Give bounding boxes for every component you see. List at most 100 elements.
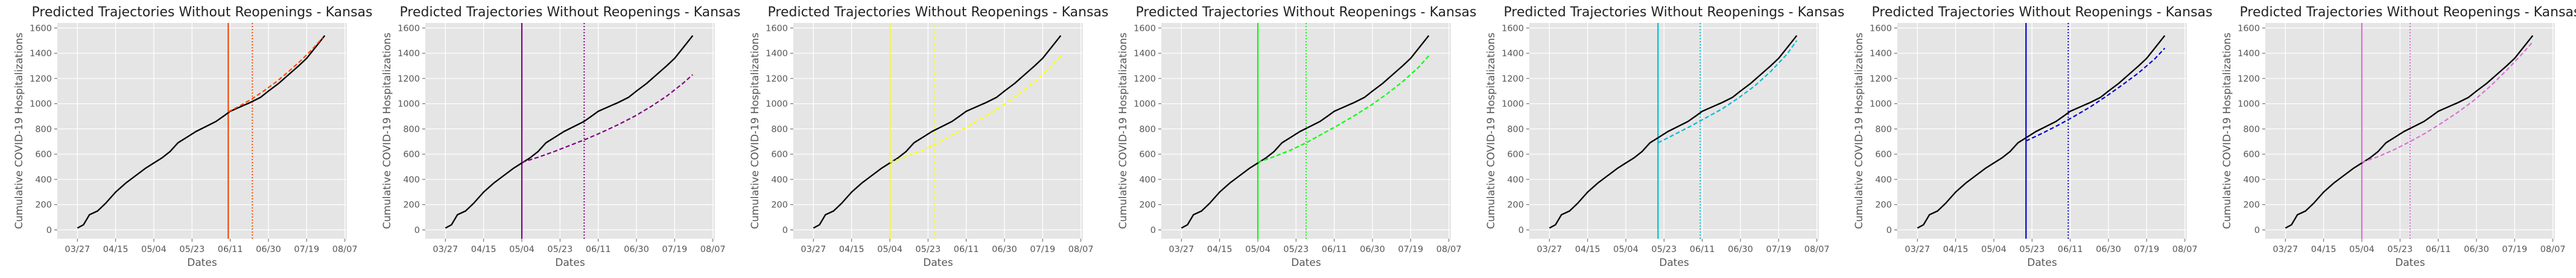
y-tick-label: 600: [35, 150, 52, 160]
x-tick-label: 06/30: [624, 245, 649, 254]
y-tick-label: 600: [1875, 150, 1892, 160]
x-axis-label: Dates: [1659, 257, 1689, 269]
y-axis-label: Cumulative COVID-19 Hospitalizations: [2221, 33, 2233, 229]
y-tick-label: 1200: [1870, 74, 1892, 84]
x-tick-label: 05/04: [1245, 245, 1271, 254]
y-tick-label: 1400: [766, 49, 788, 59]
y-tick-label: 1400: [1502, 49, 1524, 59]
chart-panel-7: 0 200 400 600 800 1000 1200 1400 1600 03/27 04/15 0…: [2221, 5, 2576, 269]
x-tick-label: 07/19: [1766, 245, 1791, 254]
x-tick-label: 06/30: [992, 245, 1017, 254]
y-tick-label: 400: [1507, 175, 1524, 185]
y-tick-label: 800: [403, 124, 420, 134]
y-tick-label: 600: [1139, 150, 1156, 160]
chart-panel-2: 0 200 400 600 800 1000 1200 1400 1600 03/27 04/15 0…: [381, 5, 740, 269]
x-tick-label: 04/15: [471, 245, 496, 254]
x-tick-label: 03/27: [65, 245, 90, 254]
predicted-series-line: [1657, 40, 1798, 144]
x-tick-label: 03/27: [1537, 245, 1562, 254]
y-tick-label: 1200: [2238, 74, 2260, 84]
y-tick-label: 1000: [398, 100, 420, 109]
chart-title: Predicted Trajectories Without Reopening…: [1504, 5, 1845, 20]
chart-panel-4: 0 200 400 600 800 1000 1200 1400 1600 03/27 04/15 0…: [1117, 5, 1476, 269]
x-tick-label: 03/27: [801, 245, 826, 254]
y-tick-label: 200: [1875, 201, 1892, 210]
y-tick-label: 400: [2243, 175, 2260, 185]
y-tick-label: 1600: [1870, 24, 1892, 33]
chart-panel-6: 0 200 400 600 800 1000 1200 1400 1600 03/27 04/15 0…: [1853, 5, 2212, 269]
x-axis-label: Dates: [2027, 257, 2057, 269]
predicted-series-line: [2025, 48, 2166, 142]
plot-area: [793, 23, 1083, 239]
y-tick-label: 1600: [2238, 24, 2260, 33]
x-tick-label: 05/23: [547, 245, 573, 254]
y-tick-label: 1000: [766, 100, 788, 109]
x-tick-label: 03/27: [2273, 245, 2298, 254]
y-tick-label: 200: [403, 201, 420, 210]
y-tick-label: 1200: [398, 74, 420, 84]
y-axis-label: Cumulative COVID-19 Hospitalizations: [381, 33, 393, 229]
y-tick-label: 400: [403, 175, 420, 185]
x-tick-label: 06/11: [2426, 245, 2451, 254]
x-axis-label: Dates: [2395, 257, 2425, 269]
x-tick-label: 06/11: [1690, 245, 1715, 254]
predicted-series-line: [227, 37, 323, 113]
y-tick-label: 1200: [30, 74, 52, 84]
y-tick-label: 0: [2254, 225, 2260, 235]
x-axis-label: Dates: [187, 257, 217, 269]
x-tick-label: 06/11: [954, 245, 979, 254]
y-tick-label: 600: [2243, 150, 2260, 160]
y-tick-label: 0: [782, 225, 788, 235]
y-tick-label: 1400: [1134, 49, 1156, 59]
y-axis-label: Cumulative COVID-19 Hospitalizations: [1485, 33, 1497, 229]
y-tick-label: 0: [414, 225, 420, 235]
x-tick-label: 06/30: [2096, 245, 2121, 254]
x-tick-label: 08/07: [1804, 245, 1830, 254]
y-tick-label: 1200: [1134, 74, 1156, 84]
x-tick-label: 07/19: [1030, 245, 1055, 254]
x-tick-label: 05/04: [509, 245, 535, 254]
x-tick-label: 05/23: [915, 245, 941, 254]
plot-area: [1529, 23, 1819, 239]
x-tick-label: 05/23: [1651, 245, 1677, 254]
plot-area: [1161, 23, 1451, 239]
observed-series-line: [77, 35, 326, 229]
x-tick-label: 08/07: [2172, 245, 2198, 254]
y-tick-label: 1400: [30, 49, 52, 59]
plot-area: [1897, 23, 2187, 239]
y-tick-label: 800: [1139, 124, 1156, 134]
y-tick-label: 1000: [1870, 100, 1892, 109]
chart-title: Predicted Trajectories Without Reopening…: [1136, 5, 1477, 20]
x-tick-label: 06/11: [1322, 245, 1347, 254]
y-tick-label: 200: [1139, 201, 1156, 210]
y-axis-label: Cumulative COVID-19 Hospitalizations: [1117, 33, 1129, 229]
x-tick-label: 04/15: [2311, 245, 2336, 254]
observed-series-line: [1917, 35, 2166, 229]
x-tick-label: 06/11: [2058, 245, 2083, 254]
x-tick-label: 05/23: [179, 245, 205, 254]
y-axis-label: Cumulative COVID-19 Hospitalizations: [749, 33, 761, 229]
x-tick-label: 05/23: [2019, 245, 2045, 254]
y-tick-label: 1200: [1502, 74, 1524, 84]
y-tick-label: 600: [403, 150, 420, 160]
observed-series-line: [813, 35, 1062, 229]
x-tick-label: 04/15: [1207, 245, 1232, 254]
x-tick-label: 07/19: [2502, 245, 2527, 254]
x-tick-label: 08/07: [2540, 245, 2566, 254]
x-tick-label: 04/15: [839, 245, 864, 254]
y-tick-label: 1400: [398, 49, 420, 59]
y-tick-label: 800: [771, 124, 788, 134]
chart-title: Predicted Trajectories Without Reopening…: [400, 5, 741, 20]
y-tick-label: 800: [1875, 124, 1892, 134]
y-tick-label: 1000: [30, 100, 52, 109]
x-axis-label: Dates: [923, 257, 953, 269]
y-tick-label: 800: [35, 124, 52, 134]
x-tick-label: 08/07: [332, 245, 358, 254]
chart-title: Predicted Trajectories Without Reopening…: [32, 5, 373, 20]
y-tick-label: 200: [1507, 201, 1524, 210]
y-tick-label: 1600: [766, 24, 788, 33]
x-tick-label: 05/04: [877, 245, 903, 254]
y-tick-label: 1200: [766, 74, 788, 84]
plot-area: [57, 23, 347, 239]
chart-panel-3: 0 200 400 600 800 1000 1200 1400 1600 03/27 04/15 0…: [749, 5, 1108, 269]
